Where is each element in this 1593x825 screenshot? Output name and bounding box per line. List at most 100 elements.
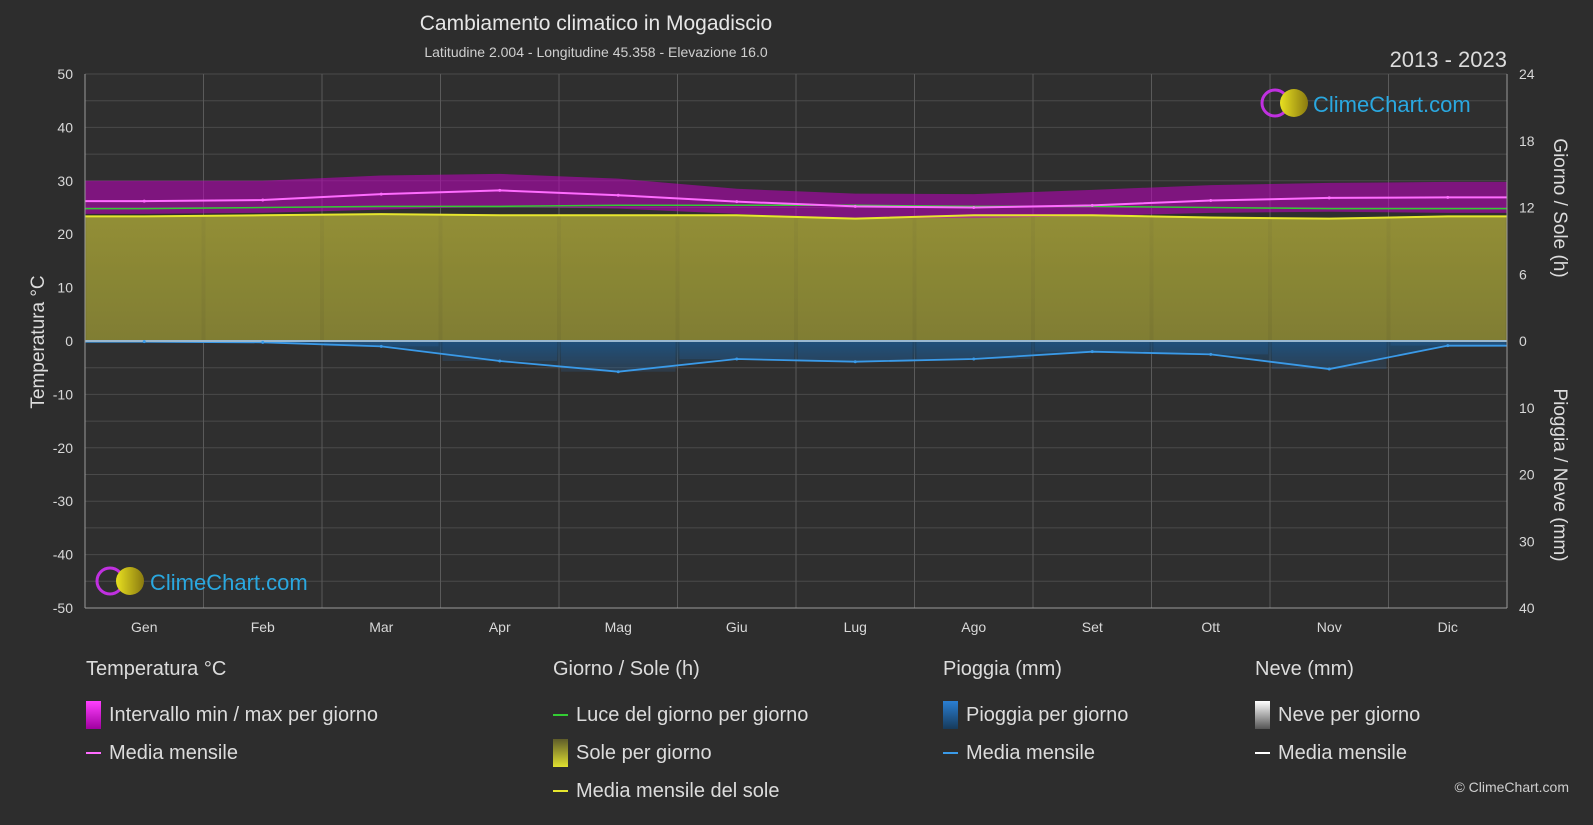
rain-bar <box>1390 341 1505 346</box>
rain-bar <box>679 341 794 360</box>
x-tick-label: Gen <box>131 619 157 635</box>
y-left-tick-label: -40 <box>53 547 73 563</box>
legend-item: Intervallo min / max per giorno <box>86 696 378 734</box>
legend-rain: Pioggia (mm) Pioggia per giorno Media me… <box>943 658 1128 772</box>
rain-mean-line <box>85 340 1507 373</box>
rain-bar <box>916 341 1031 360</box>
rain-mean-point <box>1327 367 1331 371</box>
legend-item: Media mensile <box>1255 734 1420 772</box>
brand-logo-top: ClimeChart.com <box>1260 88 1471 118</box>
sunshine-mean-line <box>85 213 1507 220</box>
rain-bar <box>442 341 557 362</box>
temperature-mean-point <box>379 192 383 196</box>
legend-header: Neve (mm) <box>1255 658 1354 680</box>
sun-mean-swatch <box>553 790 568 792</box>
legend-item: Media mensile del sole <box>553 772 808 810</box>
rain-mean-point <box>616 370 620 374</box>
x-tick-label: Nov <box>1317 619 1342 635</box>
y-left-tick-label: 10 <box>57 280 73 296</box>
y-right-top-tick-label: 18 <box>1519 133 1535 149</box>
y-right-bottom-tick-label: 10 <box>1519 400 1535 416</box>
x-tick-label: Apr <box>489 619 511 635</box>
y-left-tick-label: 30 <box>57 173 73 189</box>
sunshine-bar <box>87 216 202 341</box>
legend-label: Intervallo min / max per giorno <box>109 703 379 726</box>
y-left-label: Temperatura °C <box>28 275 49 408</box>
y-left-tick-label: -30 <box>53 493 73 509</box>
y-left-tick-label: 20 <box>57 226 73 242</box>
legend-sun: Giorno / Sole (h) Luce del giorno per gi… <box>553 658 808 810</box>
brand-text-bottom: ClimeChart.com <box>150 570 308 595</box>
rain-mean-point <box>735 357 739 361</box>
sunshine-bar <box>561 215 676 341</box>
sunshine-area <box>85 214 1507 341</box>
legend-label: Sole per giorno <box>576 741 712 764</box>
sunshine-bar <box>679 215 794 341</box>
y-right-top-tick-label: 24 <box>1519 66 1535 82</box>
legend-label: Media mensile <box>1278 741 1407 764</box>
temperature-mean-point <box>1446 195 1450 199</box>
legend-item: Media mensile <box>943 734 1128 772</box>
rain-mean-point <box>379 344 383 348</box>
y-left-tick-label: -20 <box>53 440 73 456</box>
temperature-mean-point <box>1090 203 1094 207</box>
legend-label: Pioggia per giorno <box>966 703 1129 726</box>
legend-item: Sole per giorno <box>553 734 808 772</box>
sunshine-bar <box>324 214 439 341</box>
rain-bar <box>561 341 676 372</box>
rain-mean-swatch <box>943 752 958 754</box>
legend-snow: Neve (mm) Neve per giorno Media mensile <box>1255 658 1420 772</box>
temperature-mean-point <box>853 204 857 208</box>
brand-logo-bottom: ClimeChart.com <box>95 566 308 596</box>
rain-mean-point <box>853 360 857 364</box>
x-tick-label: Feb <box>251 619 275 635</box>
y-right-bottom-tick-label: 40 <box>1519 600 1535 616</box>
sunshine-bar <box>1272 218 1387 341</box>
rain-swatch <box>943 701 958 729</box>
x-tick-label: Giu <box>726 619 748 635</box>
temp-range-swatch <box>86 701 101 729</box>
climate-chart: Cambiamento climatico in Mogadiscio Lati… <box>28 12 1570 635</box>
temperature-mean-point <box>261 198 265 202</box>
rain-area <box>85 341 1507 372</box>
y-right-bottom-label: Pioggia / Neve (mm) <box>1549 388 1570 561</box>
sunshine-bar <box>1035 215 1150 341</box>
logo-sun-icon <box>116 567 144 595</box>
snow-swatch <box>1255 701 1270 729</box>
sunshine-swatch <box>553 739 568 767</box>
rain-bar <box>324 341 439 347</box>
y-right-top-tick-label: 12 <box>1519 200 1535 216</box>
temp-mean-swatch <box>86 752 101 754</box>
temperature-mean-point <box>735 200 739 204</box>
y-right-top-label: Giorno / Sole (h) <box>1549 138 1570 277</box>
chart-subtitle: Latitudine 2.004 - Longitudine 45.358 - … <box>424 44 767 60</box>
sunshine-bar <box>1153 217 1268 341</box>
logo-sun-icon <box>1280 89 1308 117</box>
temperature-mean-point <box>972 206 976 209</box>
legend-temperature: Temperatura °C Intervallo min / max per … <box>86 658 378 772</box>
axes: 50 40 30 20 10 0 -10 -20 -30 -40 -50 24 18 12 6 0 10 20 30… <box>53 66 1535 635</box>
sunshine-bar <box>798 218 913 341</box>
legend-item: Luce del giorno per giorno <box>553 696 808 734</box>
sunshine-bar <box>1390 216 1505 341</box>
legend-label: Neve per giorno <box>1278 703 1421 726</box>
rain-mean-point <box>142 340 146 344</box>
rain-mean-point <box>261 340 265 344</box>
snow-mean-swatch <box>1255 752 1270 754</box>
rain-mean-point <box>1090 350 1094 354</box>
sunshine-bar <box>205 215 320 341</box>
legend-label: Media mensile del sole <box>576 779 780 802</box>
temperature-mean-point <box>616 193 620 197</box>
y-left-tick-label: -50 <box>53 600 73 616</box>
daylight-line <box>85 204 1507 210</box>
x-tick-label: Ott <box>1201 619 1220 635</box>
rain-bar <box>798 341 913 362</box>
period-label: 2013 - 2023 <box>1390 47 1507 72</box>
rain-bar <box>1035 341 1150 352</box>
x-tick-label: Dic <box>1438 619 1458 635</box>
daylight-swatch <box>553 714 568 716</box>
temperature-mean-point <box>1209 199 1213 203</box>
x-tick-label: Mar <box>369 619 393 635</box>
y-left-tick-label: 50 <box>57 66 73 82</box>
y-right-top-tick-label: 0 <box>1519 333 1527 349</box>
